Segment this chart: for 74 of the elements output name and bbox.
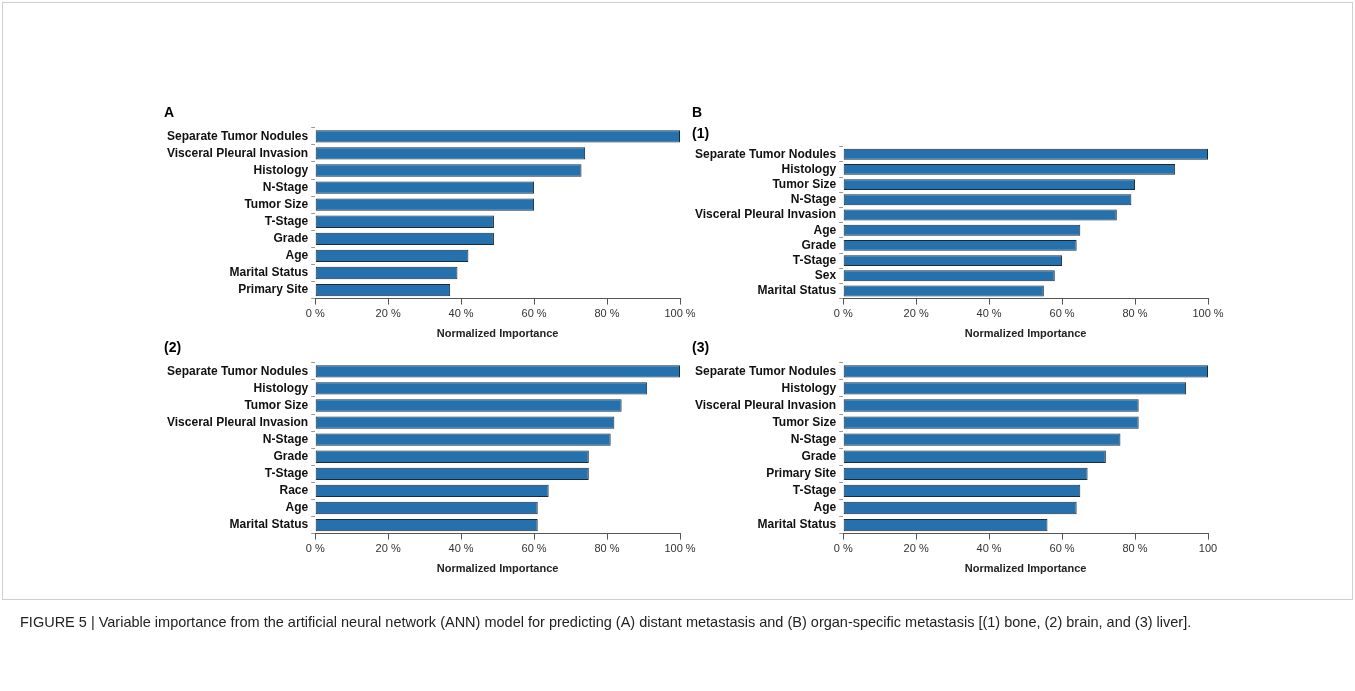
x-tick-label: 100 % <box>664 307 696 320</box>
text: B <box>692 104 703 121</box>
y-tick-label: T-Stage <box>792 483 837 498</box>
y-tick-label: Primary Site <box>766 466 837 481</box>
x-tick-label: 80 % <box>1122 542 1148 555</box>
y-tick-label: Tumor Size <box>772 414 837 429</box>
y-tick-label: N-Stage <box>262 431 309 446</box>
y-tick-label: Visceral Pleural Invasion <box>695 207 837 222</box>
y-tick-label: Marital Status <box>757 517 837 532</box>
caption: FIGURE 5 | Variable importance from the artificial neural network (ANN) model for predicting (A) distant metastasis and (B) organ-specific metastasis [(1) bone, (2) brain, and (3) liver]. <box>20 613 1193 632</box>
y-tick-label: T-Stage <box>792 252 837 267</box>
x-tick-label: 60 % <box>521 307 547 320</box>
x-tick-label: 40 % <box>448 307 474 320</box>
x-tick-label: 20 % <box>375 307 401 320</box>
y-tick-label: Marital Status <box>229 517 309 532</box>
x-tick-label: 20 % <box>903 542 929 555</box>
y-tick-label: N-Stage <box>262 179 309 194</box>
y-tick-label: Separate Tumor Nodules <box>695 146 837 161</box>
y-tick-label: Visceral Pleural Invasion <box>167 145 309 160</box>
x-tick-label: 40 % <box>976 542 1002 555</box>
x-tick-label: 0 % <box>833 307 853 320</box>
y-tick-label: N-Stage <box>790 431 837 446</box>
x-tick-label: 100 % <box>664 542 696 555</box>
y-tick-label: Histology <box>781 380 837 395</box>
y-tick-label: Separate Tumor Nodules <box>167 128 309 143</box>
y-tick-label: Visceral Pleural Invasion <box>695 397 837 412</box>
y-tick-label: Age <box>813 500 837 515</box>
text: (3) <box>692 339 710 356</box>
x-tick-label: 80 % <box>594 542 620 555</box>
y-tick-label: Histology <box>253 380 309 395</box>
y-tick-label: Race <box>279 483 309 498</box>
text: A <box>164 104 175 121</box>
y-tick-label: Tumor Size <box>772 176 837 191</box>
x-axis-title: Normalized Importance <box>964 327 1087 340</box>
x-axis-title: Normalized Importance <box>964 562 1087 575</box>
y-tick-label: Sex <box>814 268 837 283</box>
x-tick-label: 80 % <box>1122 307 1148 320</box>
y-tick-label: Tumor Size <box>244 196 309 211</box>
text: (1) <box>692 125 710 142</box>
y-tick-label: Marital Status <box>757 283 837 298</box>
x-tick-label: 100 % <box>1192 307 1224 320</box>
y-tick-label: Age <box>285 500 309 515</box>
y-tick-label: Separate Tumor Nodules <box>167 363 309 378</box>
y-tick-label: Age <box>285 248 309 263</box>
y-tick-label: Age <box>813 222 837 237</box>
y-tick-label: Tumor Size <box>244 397 309 412</box>
x-tick-label: 0 % <box>833 542 853 555</box>
y-tick-label: Grade <box>801 237 837 252</box>
x-tick-label: 40 % <box>976 307 1002 320</box>
y-tick-label: Histology <box>253 162 309 177</box>
y-tick-label: T-Stage <box>264 214 309 229</box>
y-tick-label: T-Stage <box>264 466 309 481</box>
y-tick-label: Visceral Pleural Invasion <box>167 414 309 429</box>
text: (2) <box>164 339 182 356</box>
x-tick-label: 0 % <box>305 542 325 555</box>
y-tick-label: Grade <box>801 449 837 464</box>
x-tick-label: 60 % <box>521 542 547 555</box>
x-tick-label: 60 % <box>1049 307 1075 320</box>
y-tick-label: Primary Site <box>238 282 309 297</box>
x-tick-label: 20 % <box>903 307 929 320</box>
x-tick-label: 80 % <box>594 307 620 320</box>
y-tick-label: Separate Tumor Nodules <box>695 363 837 378</box>
x-tick-label: 20 % <box>375 542 401 555</box>
x-tick-label: 0 % <box>305 307 325 320</box>
y-tick-label: Grade <box>273 449 309 464</box>
y-tick-label: N-Stage <box>790 192 837 207</box>
y-tick-label: Histology <box>781 161 837 176</box>
y-tick-label: Marital Status <box>229 265 309 280</box>
x-tick-label: 100 <box>1198 542 1218 555</box>
y-tick-label: Grade <box>273 231 309 246</box>
x-axis-title: Normalized Importance <box>436 562 559 575</box>
x-tick-label: 40 % <box>448 542 474 555</box>
x-axis-title: Normalized Importance <box>436 327 559 340</box>
x-tick-label: 60 % <box>1049 542 1075 555</box>
